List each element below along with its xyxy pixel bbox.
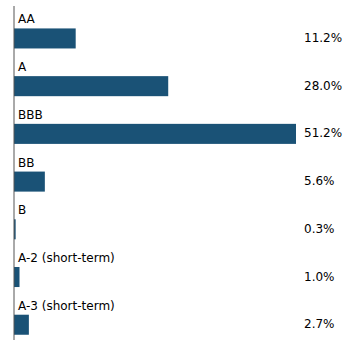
category-label: A	[18, 60, 27, 74]
labels: AA 11.2% A 28.0% BBB 51.2% BB 5.6% B 0.3% A-2 (sho…	[18, 12, 342, 331]
data-label: 28.0%	[304, 79, 342, 93]
category-label: A-2 (short-term)	[18, 251, 115, 265]
bar	[14, 28, 76, 48]
data-label: 1.0%	[304, 270, 335, 284]
bar	[14, 76, 168, 96]
bars	[14, 28, 296, 334]
data-label: 11.2%	[304, 31, 342, 45]
bar	[14, 172, 45, 192]
background	[0, 0, 360, 346]
category-label: BBB	[18, 108, 43, 122]
category-label: BB	[18, 156, 34, 170]
bar	[14, 267, 20, 287]
data-label: 5.6%	[304, 174, 335, 188]
chart-svg: AA 11.2% A 28.0% BBB 51.2% BB 5.6% B 0.3% A-2 (sho…	[0, 0, 360, 346]
data-label: 0.3%	[304, 222, 335, 236]
category-label: A-3 (short-term)	[18, 299, 115, 313]
chart-container: AA 11.2% A 28.0% BBB 51.2% BB 5.6% B 0.3% A-2 (sho…	[0, 0, 360, 346]
axis-line	[14, 6, 15, 340]
data-label: 51.2%	[304, 126, 342, 140]
category-label: AA	[18, 12, 36, 26]
bar	[14, 124, 296, 144]
category-label: B	[18, 203, 26, 217]
bar	[14, 315, 29, 335]
data-label: 2.7%	[304, 317, 335, 331]
